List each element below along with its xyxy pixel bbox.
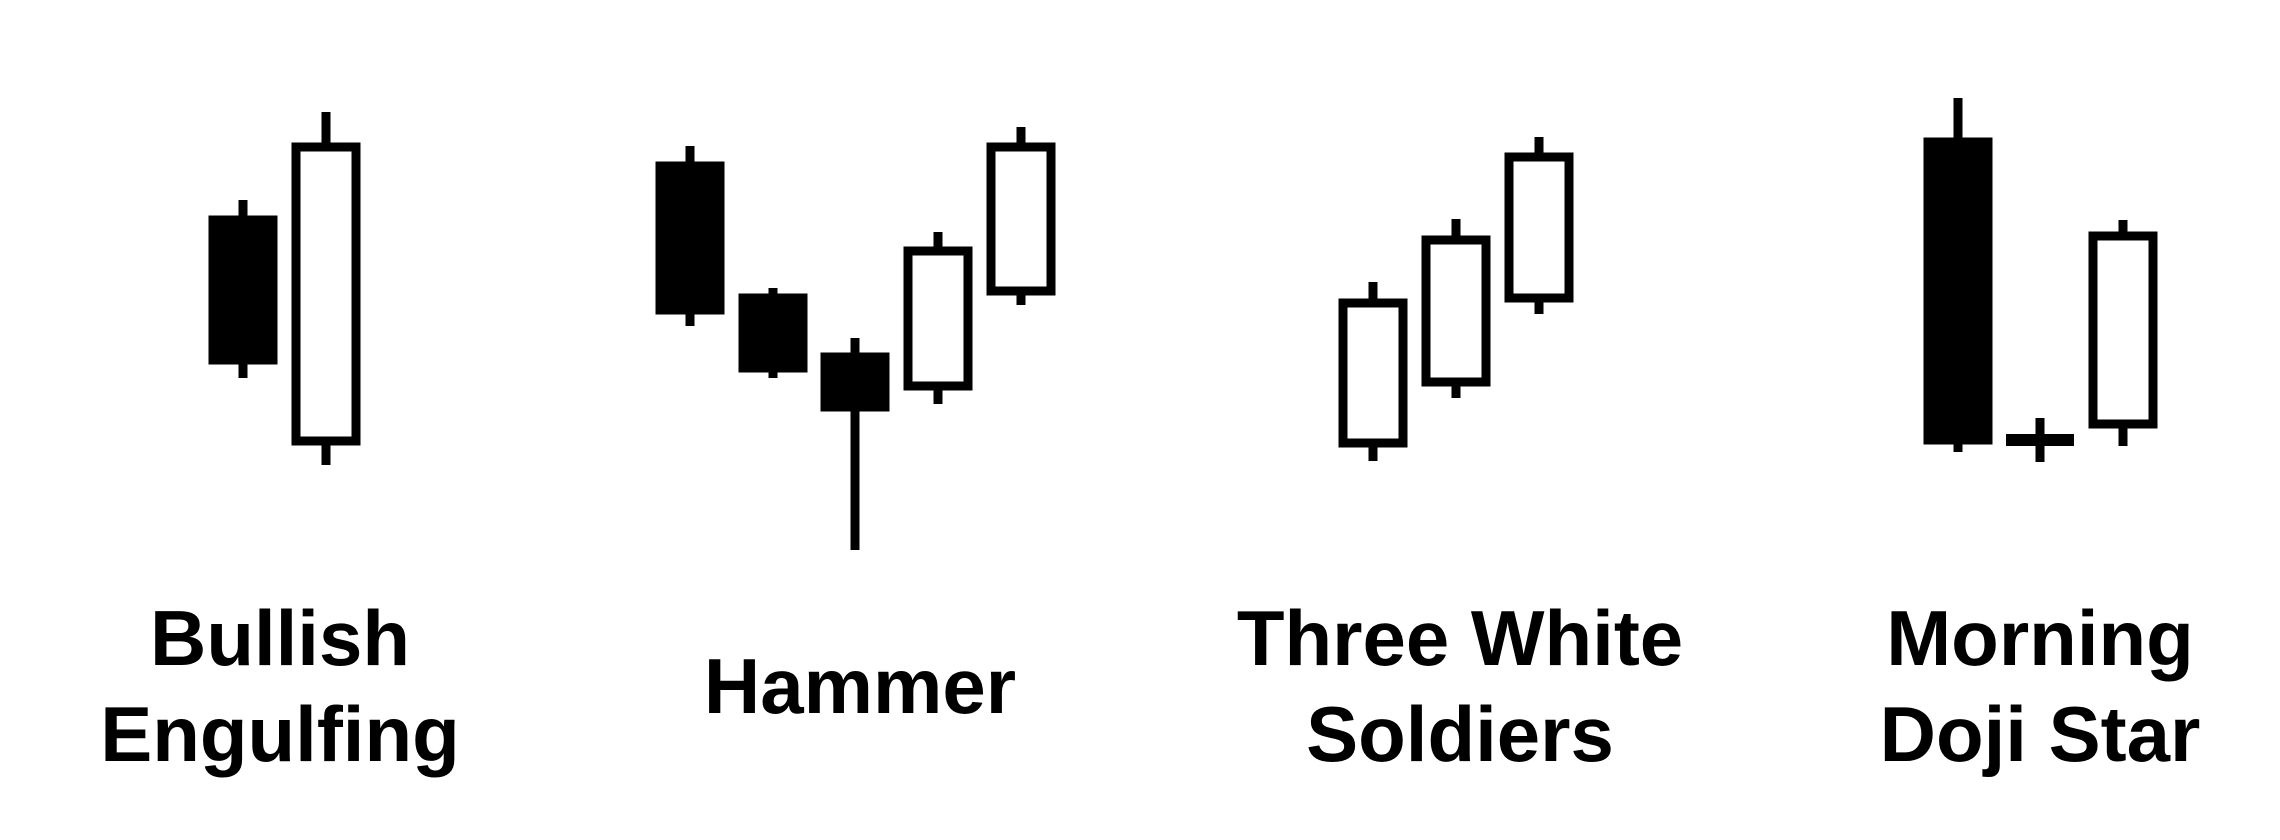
pattern-morning-doji-star (1923, 98, 2158, 462)
label-three-white-soldiers: Three White Soldiers (1200, 590, 1720, 782)
pattern-bullish-engulfing (208, 112, 361, 465)
label-morning-doji-star: Morning Doji Star (1820, 590, 2260, 782)
candle-body (820, 352, 890, 412)
candle-bearish (738, 288, 808, 378)
candle-body (2088, 231, 2158, 429)
pattern-hammer (655, 127, 1056, 550)
candle-body (655, 161, 725, 315)
label-line: Three White (1236, 594, 1684, 682)
candle-bullish (2088, 220, 2158, 446)
candle-bullish (986, 127, 1056, 305)
candle-bearish (820, 338, 890, 550)
candle-body (1338, 298, 1408, 448)
candle-body (1923, 137, 1993, 445)
candle-doji (2006, 418, 2074, 462)
candle-bearish (208, 200, 278, 378)
candle-body (291, 142, 361, 446)
label-bullish-engulfing: Bullish Engulfing (60, 590, 500, 782)
candle-bullish (1504, 137, 1574, 314)
candle-bullish (291, 112, 361, 465)
label-line: Doji Star (1879, 690, 2201, 778)
candle-body (986, 142, 1056, 296)
candle-body (1504, 152, 1574, 303)
candle-bullish (1421, 219, 1491, 398)
label-hammer: Hammer (640, 638, 1080, 734)
candle-bullish (1338, 282, 1408, 461)
label-line: Morning (1886, 594, 2194, 682)
pattern-three-white-soldiers (1338, 137, 1574, 461)
candle-body (1421, 235, 1491, 387)
candle-body (903, 246, 973, 391)
label-line: Hammer (703, 642, 1017, 730)
candle-body (738, 293, 808, 373)
candle-bearish (1923, 98, 1993, 452)
label-line: Bullish (149, 594, 410, 682)
candle-body (208, 215, 278, 365)
candle-bearish (655, 146, 725, 326)
candle-body (2006, 434, 2074, 446)
label-line: Engulfing (100, 690, 460, 778)
candle-bullish (903, 232, 973, 404)
label-line: Soldiers (1306, 690, 1614, 778)
